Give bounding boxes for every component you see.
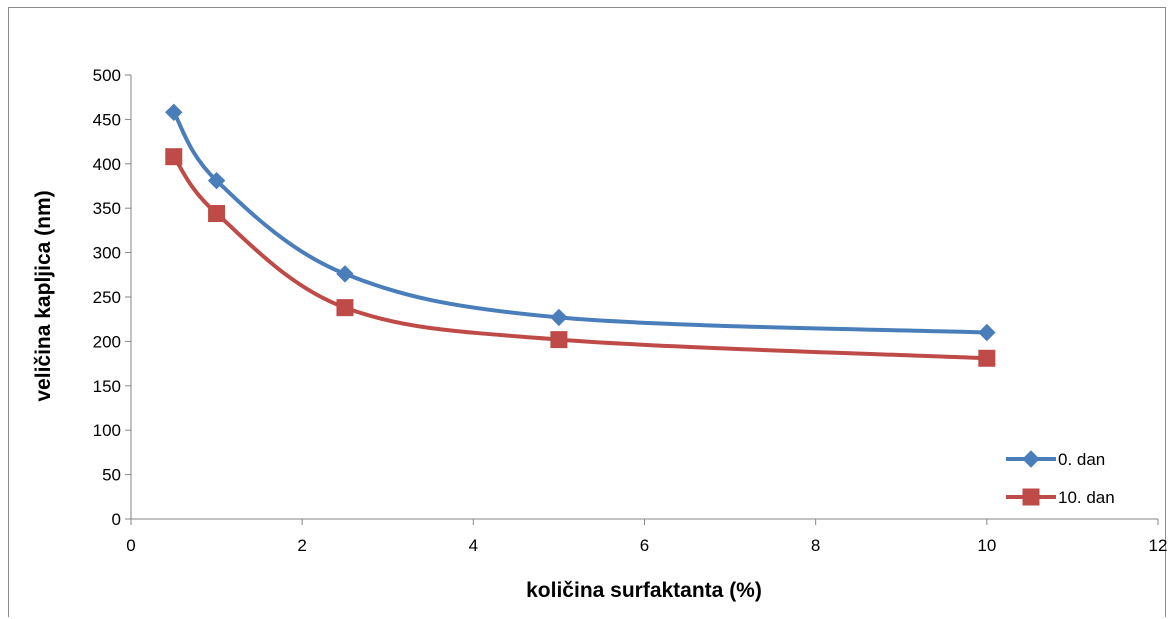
y-axis-ticks: 0 50 100 150 200 250 300 350 400 450 500 — [93, 66, 131, 529]
x-tick-label: 2 — [297, 536, 306, 555]
x-axis-title: količina surfaktanta (%) — [526, 579, 762, 602]
x-axis-ticks: 0 2 4 6 8 10 12 — [126, 519, 1167, 555]
data-point — [165, 103, 183, 122]
y-tick-label: 100 — [93, 421, 121, 440]
y-tick-label: 300 — [93, 244, 121, 263]
data-point — [978, 349, 996, 367]
legend-item: 0. dan — [1006, 450, 1105, 469]
y-tick-label: 50 — [102, 466, 121, 485]
series-line — [172, 111, 987, 335]
y-axis-title: veličina kapljica (nm) — [32, 190, 55, 401]
x-tick-label: 4 — [469, 536, 478, 555]
series-layer — [165, 103, 996, 367]
data-point — [550, 331, 568, 349]
x-tick-label: 6 — [640, 536, 649, 555]
legend-marker — [1022, 488, 1040, 506]
y-tick-label: 0 — [112, 510, 121, 529]
legend-item: 10. dan — [1006, 488, 1115, 507]
x-tick-label: 12 — [1149, 536, 1168, 555]
series-0 — [165, 103, 996, 342]
legend-label: 10. dan — [1058, 488, 1115, 507]
data-point — [208, 205, 226, 223]
y-tick-label: 250 — [93, 288, 121, 307]
data-point — [978, 323, 996, 342]
y-tick-label: 500 — [93, 66, 121, 85]
legend: 0. dan 10. dan — [1006, 450, 1115, 507]
data-point — [165, 148, 183, 166]
y-tick-label: 350 — [93, 199, 121, 218]
legend-marker — [1022, 450, 1040, 468]
chart-frame — [8, 7, 1166, 617]
data-point — [207, 171, 226, 190]
series-1 — [165, 148, 996, 367]
data-point — [336, 265, 354, 283]
x-tick-label: 10 — [977, 536, 996, 555]
y-tick-label: 450 — [93, 110, 121, 129]
y-tick-label: 200 — [93, 332, 121, 351]
data-point — [550, 308, 568, 327]
y-tick-label: 400 — [93, 155, 121, 174]
axes — [130, 75, 1158, 520]
legend-label: 0. dan — [1058, 450, 1105, 469]
y-tick-label: 150 — [93, 377, 121, 396]
x-tick-label: 0 — [126, 536, 135, 555]
x-tick-label: 8 — [811, 536, 820, 555]
data-point — [336, 299, 354, 317]
